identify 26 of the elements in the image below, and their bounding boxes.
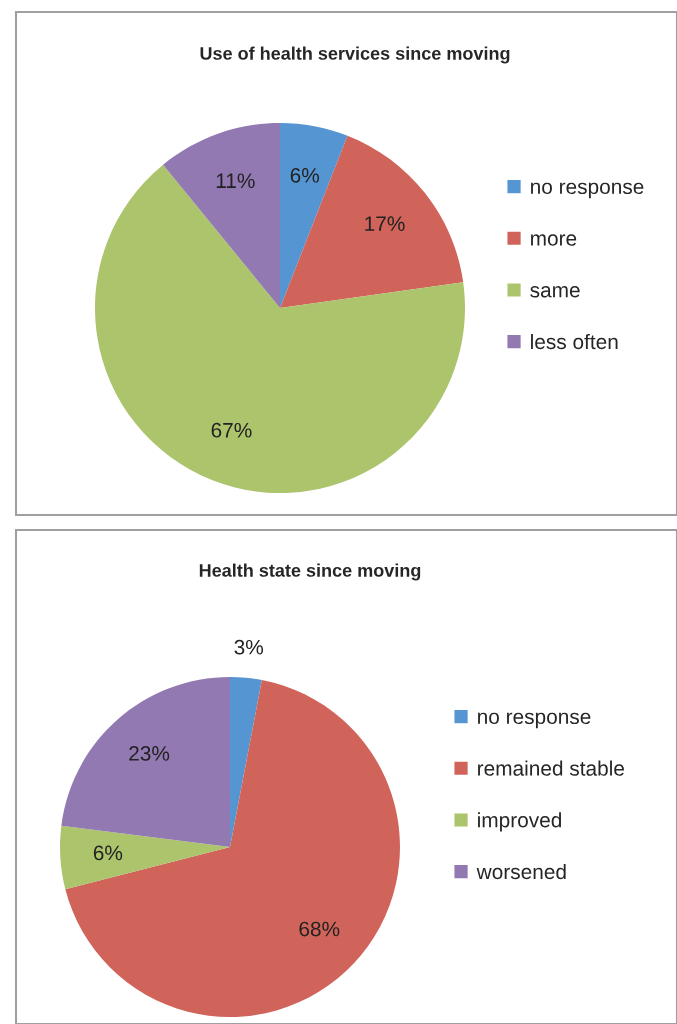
pie-slice <box>280 123 348 308</box>
data-label: 17% <box>365 216 405 231</box>
pie-slice <box>95 164 465 493</box>
data-label: 3% <box>234 639 264 655</box>
pie-slice <box>280 135 464 308</box>
data-label: 6% <box>93 845 123 861</box>
legend-label: same <box>530 286 580 298</box>
legend-label: no response <box>531 182 644 199</box>
legend-label: remained stable <box>478 760 624 776</box>
data-label: 11% <box>216 173 255 189</box>
pie-slice <box>61 677 230 847</box>
legend-label: worsened <box>476 863 566 880</box>
pie-slice <box>60 825 230 890</box>
chart-title: Use of health services since moving <box>200 46 510 64</box>
data-label: 67% <box>211 422 252 438</box>
pie-slice <box>65 680 400 1017</box>
legend-label: more <box>531 234 577 246</box>
chart-title: Health state since moving <box>199 563 421 581</box>
legend-label: less often <box>531 333 618 350</box>
pie-slice <box>163 123 280 308</box>
data-label: 23% <box>129 746 170 761</box>
legend-label: no response <box>478 712 591 729</box>
legend-label: improved <box>478 812 562 832</box>
data-label: 68% <box>299 921 340 937</box>
pie-slice <box>230 677 262 847</box>
data-label: 6% <box>290 167 320 183</box>
